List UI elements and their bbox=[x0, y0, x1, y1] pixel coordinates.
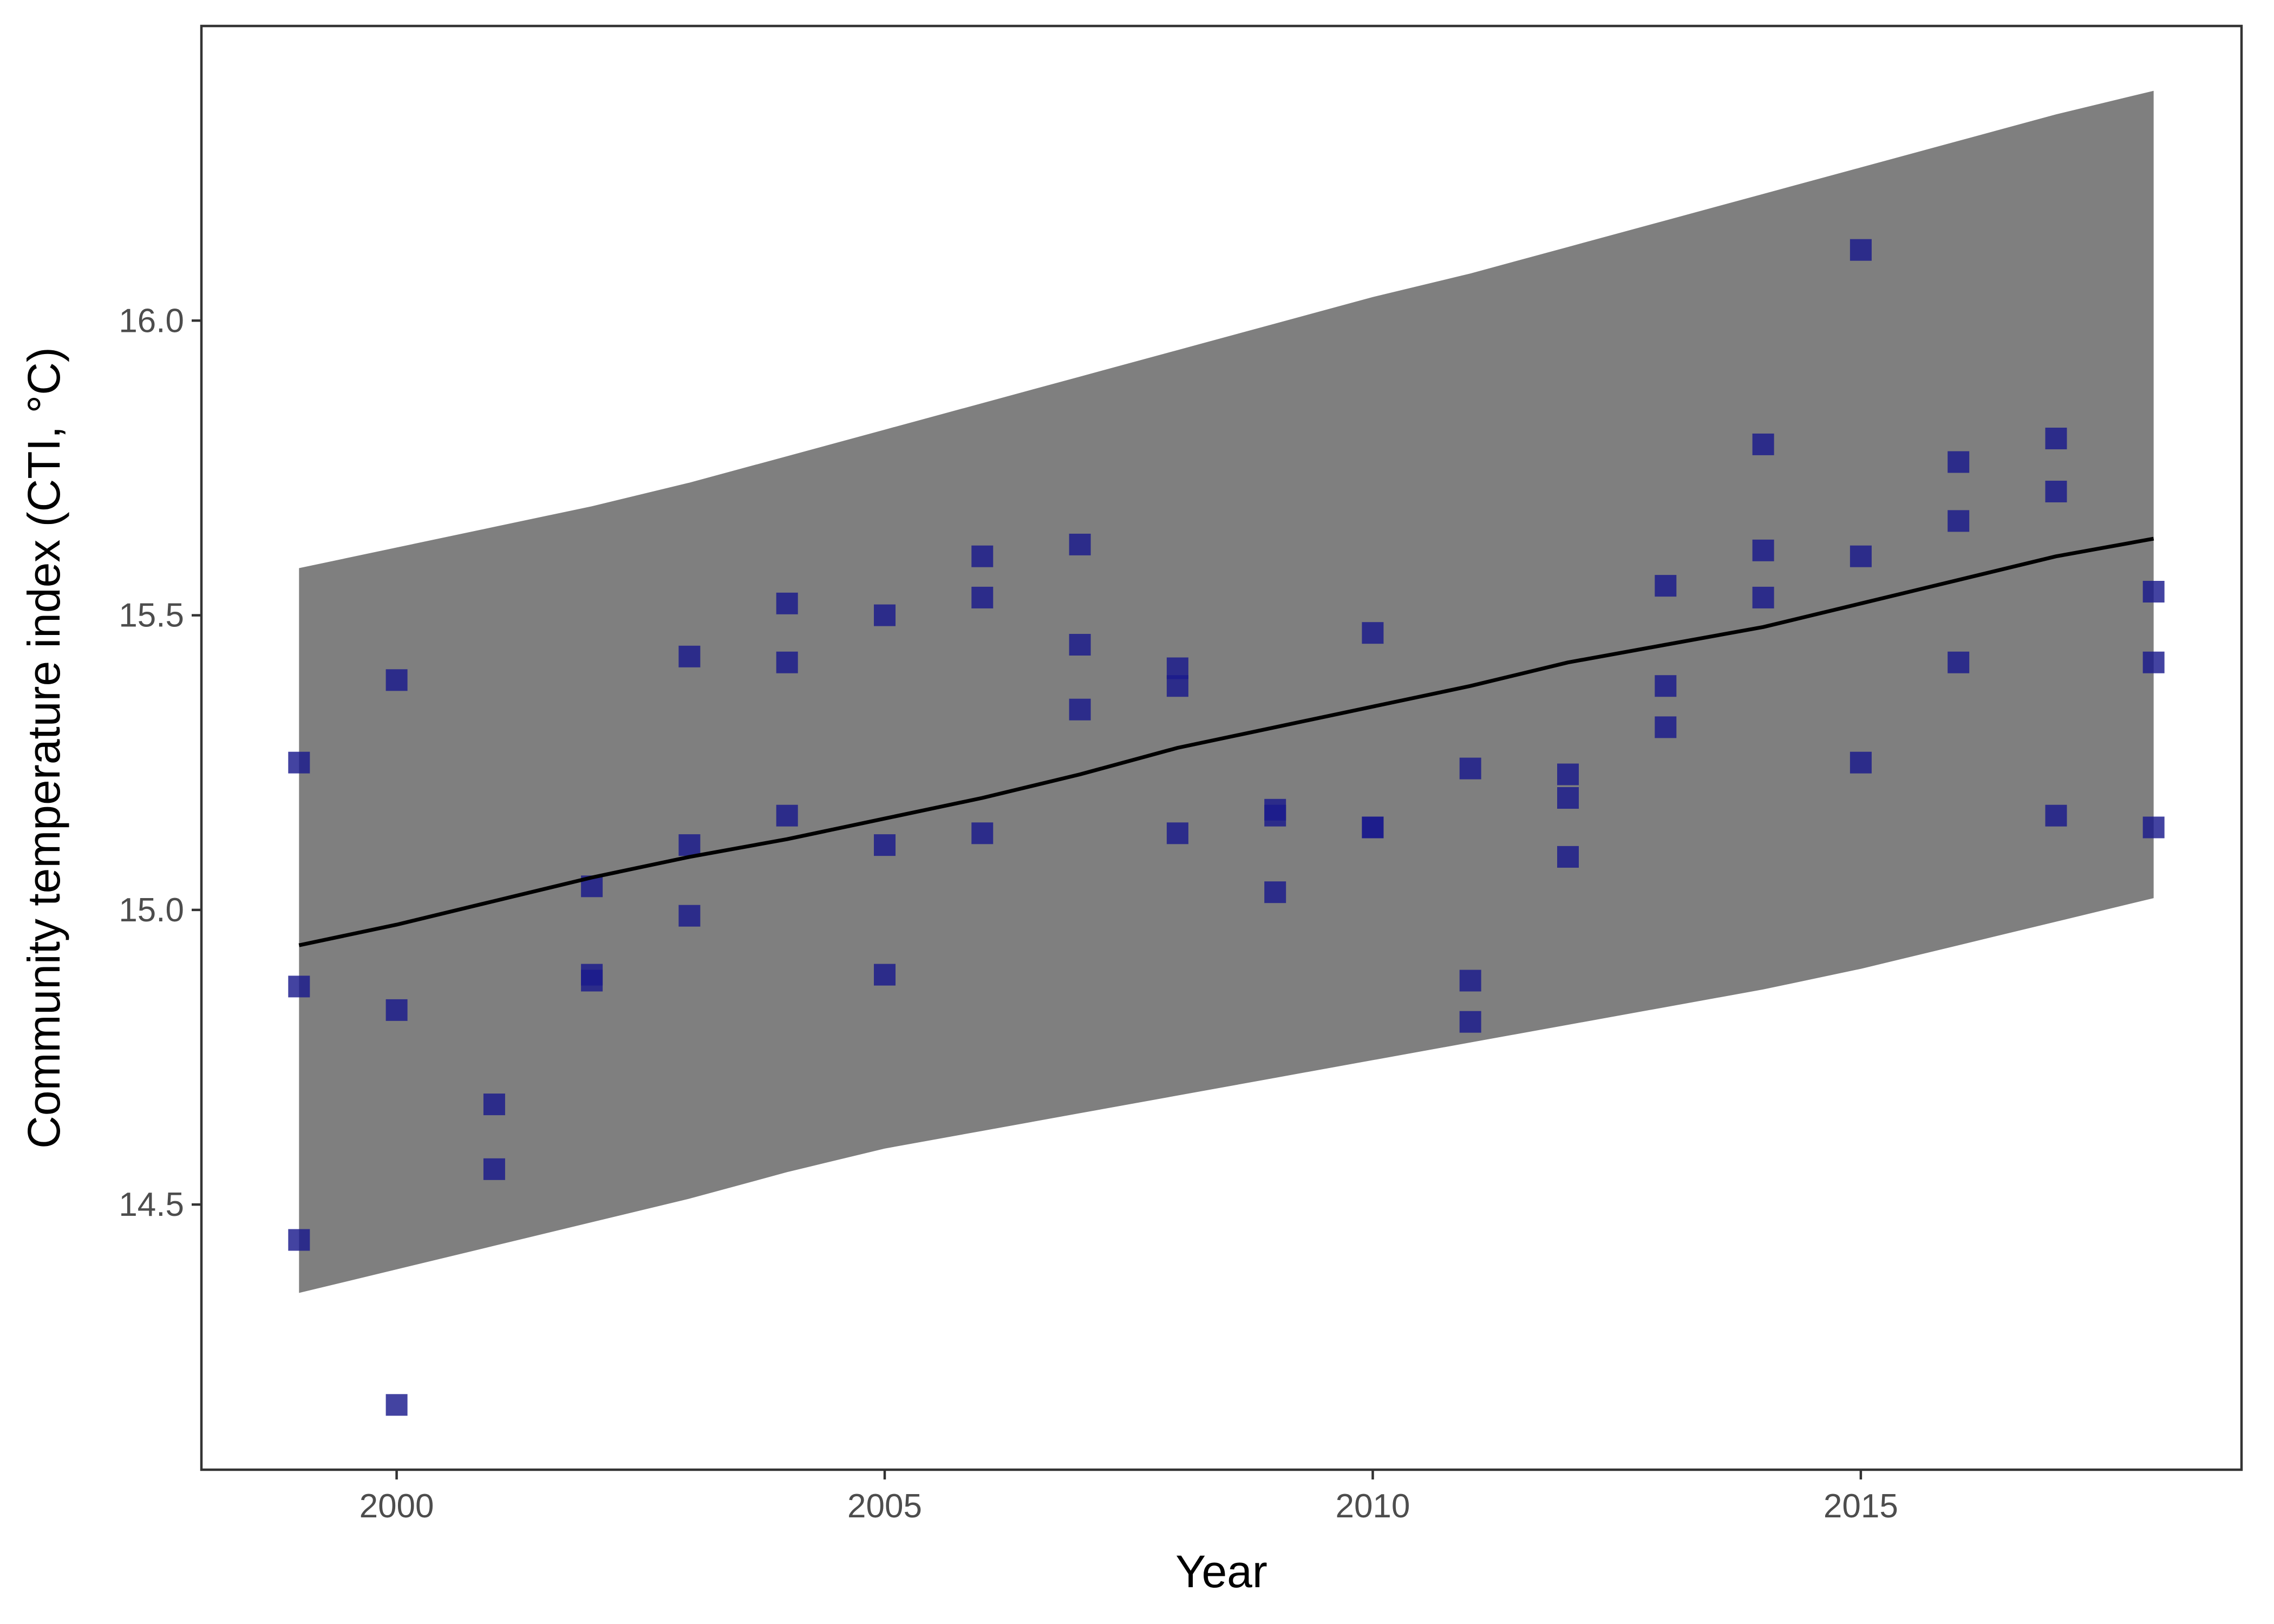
data-point bbox=[1850, 239, 1872, 261]
data-point bbox=[678, 834, 701, 856]
data-point bbox=[1459, 1011, 1481, 1033]
y-tick-label: 15.0 bbox=[119, 892, 184, 929]
data-point bbox=[1948, 451, 1970, 473]
data-point bbox=[1948, 510, 1970, 532]
data-point bbox=[1264, 804, 1286, 827]
x-tick-label: 2000 bbox=[360, 1488, 434, 1525]
data-point bbox=[1655, 716, 1677, 738]
y-tick-label: 14.5 bbox=[119, 1186, 184, 1223]
data-point bbox=[2045, 481, 2067, 502]
data-point bbox=[874, 964, 896, 986]
data-point bbox=[1362, 622, 1384, 644]
x-tick-label: 2005 bbox=[847, 1488, 922, 1525]
data-point bbox=[288, 751, 310, 774]
data-point bbox=[1655, 675, 1677, 697]
data-point bbox=[1850, 751, 1872, 774]
data-point bbox=[385, 669, 408, 691]
data-point bbox=[1752, 539, 1774, 561]
data-point bbox=[1850, 545, 1872, 567]
data-point bbox=[1362, 816, 1384, 839]
data-point bbox=[1166, 822, 1188, 844]
data-point bbox=[1069, 533, 1091, 555]
plot-area bbox=[200, 24, 2243, 1471]
data-point bbox=[874, 604, 896, 626]
panel-border bbox=[200, 24, 2243, 1471]
data-points bbox=[288, 239, 2165, 1416]
data-point bbox=[483, 1093, 505, 1116]
data-point bbox=[1264, 881, 1286, 903]
data-point bbox=[1948, 651, 1970, 673]
data-point bbox=[1557, 846, 1579, 868]
data-point bbox=[288, 1229, 310, 1251]
x-axis-title: Year bbox=[1175, 1546, 1267, 1597]
data-point bbox=[1557, 787, 1579, 809]
data-point bbox=[1459, 970, 1481, 992]
y-axis-title: Community temperature index (CTI, °C) bbox=[18, 347, 69, 1149]
x-tick-label: 2015 bbox=[1824, 1488, 1898, 1525]
data-point bbox=[1752, 433, 1774, 455]
data-point bbox=[288, 975, 310, 998]
x-tick-label: 2010 bbox=[1335, 1488, 1410, 1525]
x-axis: 2000 2005 2010 2015 bbox=[360, 1470, 1898, 1525]
data-point bbox=[1557, 763, 1579, 785]
data-point bbox=[2142, 581, 2165, 603]
data-point bbox=[678, 905, 701, 927]
data-point bbox=[678, 645, 701, 667]
data-point bbox=[1752, 586, 1774, 608]
data-point bbox=[874, 834, 896, 856]
data-point bbox=[2045, 804, 2067, 827]
confidence-band bbox=[299, 90, 2154, 1293]
data-point bbox=[776, 651, 798, 673]
data-point bbox=[971, 822, 994, 844]
data-point bbox=[385, 999, 408, 1021]
data-point bbox=[581, 970, 603, 992]
data-point bbox=[483, 1158, 505, 1180]
data-point bbox=[971, 586, 994, 608]
data-point bbox=[1655, 575, 1677, 597]
data-point bbox=[2142, 816, 2165, 839]
data-point bbox=[1459, 757, 1481, 780]
data-point bbox=[776, 804, 798, 827]
data-point bbox=[1166, 675, 1188, 697]
data-point bbox=[1069, 634, 1091, 656]
data-point bbox=[385, 1394, 408, 1416]
y-axis: 14.5 15.0 15.5 16.0 bbox=[119, 302, 201, 1223]
y-tick-label: 16.0 bbox=[119, 302, 184, 339]
data-point bbox=[2045, 428, 2067, 449]
data-point bbox=[776, 592, 798, 614]
data-point bbox=[1069, 698, 1091, 721]
data-point bbox=[971, 545, 994, 567]
y-tick-label: 15.5 bbox=[119, 597, 184, 634]
fit-line bbox=[298, 536, 2154, 947]
data-point bbox=[2142, 651, 2165, 673]
